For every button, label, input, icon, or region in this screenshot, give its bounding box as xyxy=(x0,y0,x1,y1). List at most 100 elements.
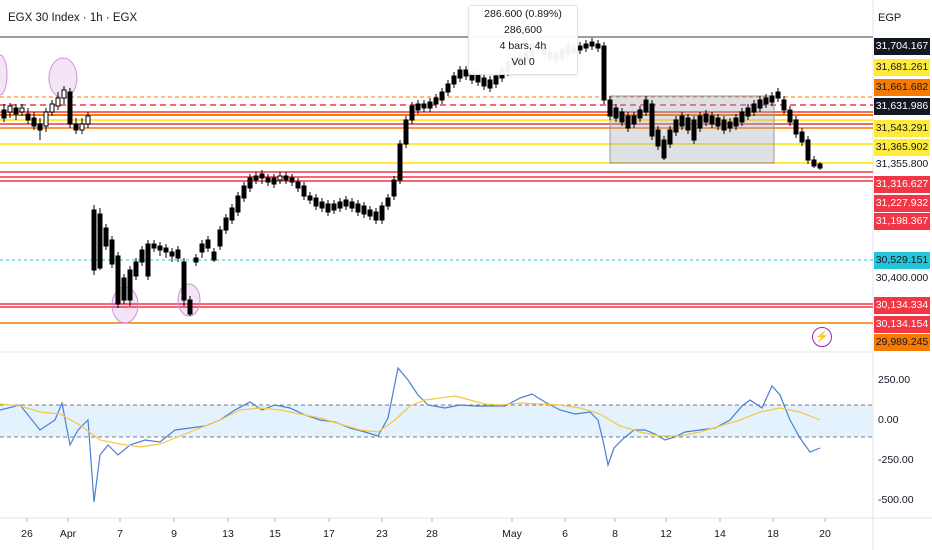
candle-body xyxy=(379,205,385,221)
time-label: 7 xyxy=(117,528,123,540)
time-label: 15 xyxy=(269,528,281,540)
candle-body xyxy=(115,255,121,305)
candle-body xyxy=(799,131,805,143)
candle-body xyxy=(163,247,169,253)
candle-body xyxy=(175,249,181,259)
candle-body xyxy=(127,269,133,301)
price-label: 30,529.151 xyxy=(874,252,930,269)
osc-axis-label: -500.00 xyxy=(878,494,914,506)
candle-body xyxy=(811,159,817,167)
time-label: 26 xyxy=(21,528,33,540)
price-label: 31,198.367 xyxy=(874,213,930,230)
candle-body xyxy=(169,251,175,257)
candle-body xyxy=(247,177,253,189)
candle-body xyxy=(589,41,595,47)
candle-body xyxy=(439,91,445,101)
candle-body xyxy=(733,117,739,127)
candle-body xyxy=(205,239,211,249)
candle-body xyxy=(475,73,481,83)
candle-body xyxy=(367,209,373,217)
price-label: 29,989.245 xyxy=(874,334,930,351)
candle-body xyxy=(385,197,391,207)
candle-body xyxy=(577,45,583,51)
candle-body xyxy=(787,109,793,123)
time-axis[interactable] xyxy=(26,518,826,522)
candle-body xyxy=(781,99,787,111)
candle-body xyxy=(19,107,25,113)
candle-body xyxy=(67,91,73,125)
candle-body xyxy=(445,83,451,93)
price-label: 31,365.902 xyxy=(874,139,930,156)
price-label: 31,316.627 xyxy=(874,176,930,193)
lightning-icon[interactable]: ⚡ xyxy=(812,327,832,347)
time-label: 23 xyxy=(376,528,388,540)
candle-body xyxy=(73,123,79,131)
candle-body xyxy=(457,69,463,79)
candle-body xyxy=(685,117,691,131)
oscillator-signal-line xyxy=(0,395,821,448)
candle-body xyxy=(241,185,247,199)
candle-body xyxy=(493,75,499,85)
candle-body xyxy=(655,129,661,147)
candle-body xyxy=(649,103,655,137)
candle-body xyxy=(427,101,433,109)
time-label: 20 xyxy=(819,528,831,540)
candle-body xyxy=(223,217,229,231)
candle-body xyxy=(739,111,745,123)
candle-body xyxy=(301,185,307,197)
candle-body xyxy=(277,175,283,181)
time-label: 13 xyxy=(222,528,234,540)
candle-body xyxy=(79,123,85,131)
time-label: May xyxy=(502,528,522,540)
candle-body xyxy=(373,211,379,221)
candle-body xyxy=(193,257,199,263)
measure-change: 286.600 (0.89%) 286,600 xyxy=(484,8,562,36)
candle-body xyxy=(235,195,241,213)
oscillator-line xyxy=(0,366,821,503)
candle-body xyxy=(487,79,493,89)
candle-body xyxy=(481,77,487,87)
candle-body xyxy=(415,103,421,111)
candle-body xyxy=(1,109,7,119)
candle-body xyxy=(631,115,637,125)
candle-body xyxy=(673,119,679,133)
highlight-circle-1[interactable] xyxy=(0,54,8,96)
candle-body xyxy=(751,103,757,113)
osc-axis-label: -250.00 xyxy=(878,454,914,466)
candle-body xyxy=(805,139,811,161)
candle-body xyxy=(259,173,265,179)
price-label: 31,631.986 xyxy=(874,98,930,115)
measure-volume: Vol 0 xyxy=(511,56,535,68)
candle-body xyxy=(109,239,115,265)
candle-body xyxy=(187,299,193,315)
candle-body xyxy=(307,195,313,201)
candle-body xyxy=(211,251,217,261)
candle-body xyxy=(757,99,763,109)
oscillator-band xyxy=(0,405,873,437)
price-label: 30,134.154 xyxy=(874,316,930,333)
candle-body xyxy=(91,209,97,271)
candle-body xyxy=(139,249,145,263)
candle-body xyxy=(637,109,643,119)
measure-tooltip: 286.600 (0.89%) 286,600 4 bars, 4h Vol 0 xyxy=(468,5,578,75)
time-label: 17 xyxy=(323,528,335,540)
time-label: 9 xyxy=(171,528,177,540)
candle-body xyxy=(313,197,319,207)
candle-body xyxy=(295,181,301,189)
candle-body xyxy=(61,89,67,99)
price-label: 31,355.800 xyxy=(874,156,930,173)
candle-body xyxy=(745,107,751,117)
time-label: Apr xyxy=(59,528,77,540)
candle-body xyxy=(31,117,37,127)
candle-body xyxy=(7,105,13,113)
candle-body xyxy=(271,177,277,185)
candle-body xyxy=(151,243,157,249)
currency-label[interactable]: EGP xyxy=(878,12,902,24)
candle-body xyxy=(769,95,775,103)
candle-body xyxy=(667,129,673,145)
symbol-legend[interactable]: EGX 30 Index · 1h · EGX xyxy=(8,12,138,24)
candle-body xyxy=(133,261,139,277)
price-label: 31,704.167 xyxy=(874,38,930,55)
